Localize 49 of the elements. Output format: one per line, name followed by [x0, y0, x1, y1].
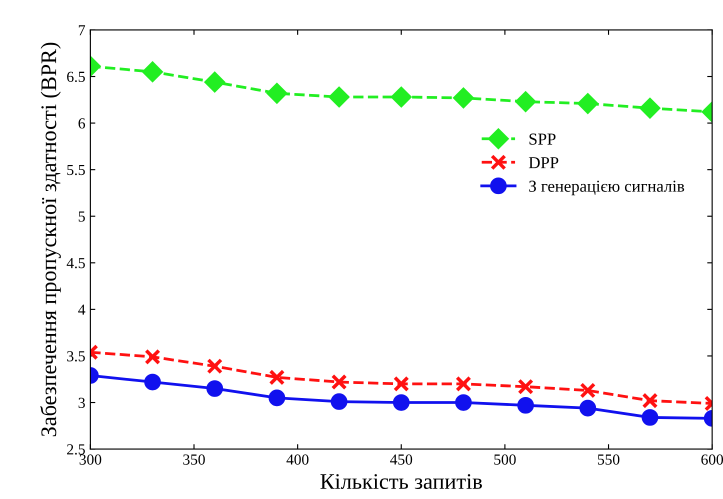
legend-label: DPP: [528, 157, 558, 168]
point: [452, 87, 474, 108]
point: [328, 86, 350, 108]
legend-label: SPP: [530, 134, 556, 145]
point: [517, 396, 534, 414]
point: [455, 376, 472, 392]
y-tick-label: 6.5: [67, 72, 85, 82]
point: [268, 390, 286, 406]
legend-label: З генерацією сигналів: [529, 180, 684, 196]
x-tick-label: 350: [183, 454, 205, 465]
y-tick-label: 3: [78, 398, 85, 408]
y-tick-label: 7: [78, 25, 86, 36]
point: [206, 358, 223, 374]
point: [515, 91, 536, 112]
y-axis-title: Забезпечення пропускної здатності (BPR): [40, 42, 61, 436]
y-tick-label: 4.5: [66, 258, 85, 268]
point: [392, 394, 410, 411]
point: [455, 394, 472, 411]
point: [144, 348, 161, 365]
y-tick-label: 4: [78, 304, 86, 315]
point: [580, 382, 596, 398]
point: [206, 380, 224, 397]
x-tick-label: 450: [390, 454, 412, 465]
point: [639, 98, 660, 119]
x-tick-label: 600: [701, 454, 723, 465]
y-tick-label: 2.5: [67, 444, 85, 455]
y-tick-label: 5: [78, 212, 85, 222]
point: [579, 400, 596, 416]
x-tick-label: 500: [494, 454, 516, 465]
y-tick-label: 5.5: [67, 164, 85, 176]
x-tick-label: 300: [80, 454, 102, 465]
point: [142, 61, 164, 82]
y-tick-label: 6: [78, 118, 86, 129]
point: [204, 72, 226, 93]
point: [393, 376, 410, 392]
point: [518, 378, 534, 395]
point: [390, 86, 412, 108]
point: [577, 93, 598, 114]
point: [144, 374, 161, 390]
point: [331, 374, 348, 390]
point: [642, 392, 658, 409]
point: [330, 393, 348, 410]
point: [642, 409, 658, 426]
point: [266, 82, 288, 104]
point: [268, 369, 285, 386]
x-tick-label: 400: [286, 454, 309, 465]
x-tick-label: 550: [598, 454, 620, 465]
x-axis-title: Кількість запитів: [320, 474, 482, 490]
y-tick-label: 3.5: [67, 351, 85, 362]
